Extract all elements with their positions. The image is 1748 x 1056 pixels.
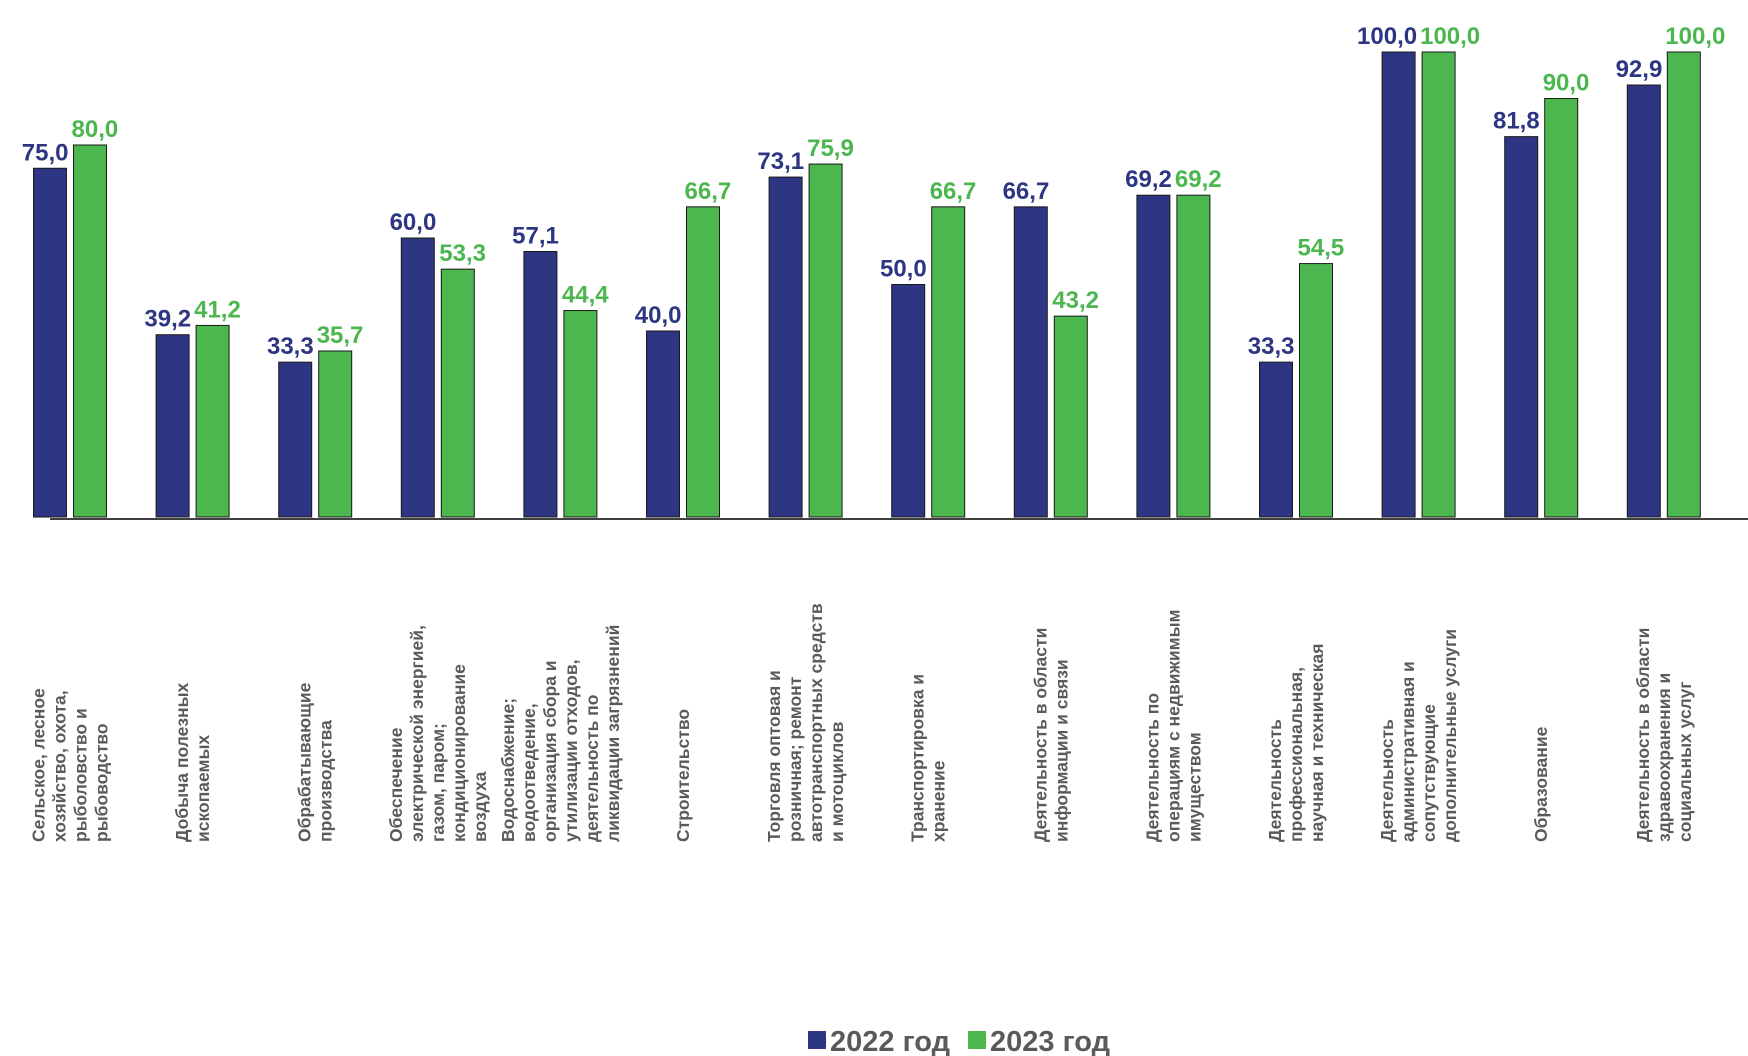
category-label: Образование: [1531, 726, 1551, 842]
value-label: 43,2: [1052, 287, 1099, 314]
bar: [809, 164, 842, 517]
value-label: 50,0: [880, 256, 927, 283]
category-label: Добыча полезныхископаемых: [172, 682, 213, 842]
category-label: Деятельность в областиинформации и связи: [1030, 628, 1071, 842]
value-label: 75,0: [22, 139, 69, 166]
bar: [687, 207, 720, 517]
bar: [892, 285, 925, 518]
bar: [1014, 207, 1047, 517]
category-label: Торговля оптовая ирозничная; ремонтавтот…: [764, 603, 847, 842]
bar: [156, 335, 189, 517]
bar: [74, 145, 107, 517]
bar: [1545, 99, 1578, 518]
legend-swatch: [808, 1031, 826, 1049]
bar: [441, 269, 474, 517]
category-label: Деятельность в областиздравоохранения ис…: [1633, 628, 1695, 842]
legend-swatch: [968, 1031, 986, 1049]
value-label: 40,0: [635, 302, 682, 329]
legend-label: 2023 год: [990, 1026, 1110, 1056]
value-label: 35,7: [317, 322, 364, 349]
value-label: 100,0: [1420, 23, 1480, 50]
value-label: 57,1: [512, 222, 559, 249]
bar: [1667, 52, 1700, 517]
chart: 75,080,0 Сельское, лесноехозяйство, охота…: [0, 0, 1748, 1056]
value-label: 66,7: [930, 178, 977, 205]
value-label: 69,2: [1125, 166, 1172, 193]
value-label: 41,2: [194, 296, 241, 323]
value-label: 92,9: [1616, 56, 1663, 83]
category-label: Транспортировка ихранение: [908, 674, 949, 842]
value-label: 39,2: [144, 306, 191, 333]
value-label: 100,0: [1665, 23, 1725, 50]
category-label: Строительство: [673, 709, 693, 842]
bar: [1137, 195, 1170, 517]
bar: [1054, 316, 1087, 517]
bar: [1505, 137, 1538, 517]
bar: [932, 207, 965, 517]
bar: [769, 177, 802, 517]
category-label: Деятельностьадминистративная исопутствую…: [1377, 629, 1460, 842]
value-label: 66,7: [685, 178, 732, 205]
bar: [1260, 362, 1293, 517]
value-label: 81,8: [1493, 108, 1540, 135]
value-label: 33,3: [1248, 333, 1295, 360]
value-label: 54,5: [1298, 235, 1345, 262]
category-label: Деятельностьпрофессиональная,научная и т…: [1265, 644, 1327, 842]
bar: [1627, 85, 1660, 517]
category-label: Водоснабжение;водоотведение,организация …: [498, 625, 623, 842]
category-label: Сельское, лесноехозяйство, охота,рыболов…: [29, 688, 112, 842]
value-label: 69,2: [1175, 166, 1222, 193]
bar: [1177, 195, 1210, 517]
category-label: Обеспечениеэлектрической энергией,газом,…: [386, 625, 490, 842]
value-label: 60,0: [390, 209, 437, 236]
legend-label: 2022 год: [830, 1026, 950, 1056]
category-label: Деятельность пооперациям с недвижимымиму…: [1142, 610, 1204, 842]
bar: [564, 311, 597, 517]
bar: [319, 351, 352, 517]
bar: [196, 325, 229, 517]
value-label: 75,9: [807, 135, 854, 162]
bar: [647, 331, 680, 517]
value-label: 73,1: [757, 148, 804, 175]
value-label: 90,0: [1543, 70, 1590, 97]
bar: [401, 238, 434, 517]
value-label: 80,0: [72, 116, 119, 143]
value-label: 44,4: [562, 282, 609, 309]
bar: [1382, 52, 1415, 517]
bar: [1300, 264, 1333, 517]
bar: [279, 362, 312, 517]
bar: [524, 251, 557, 517]
value-label: 33,3: [267, 333, 314, 360]
value-label: 66,7: [1003, 178, 1050, 205]
bar: [34, 168, 67, 517]
value-label: 53,3: [439, 240, 486, 267]
value-label: 100,0: [1357, 23, 1417, 50]
bar: [1422, 52, 1455, 517]
category-label: Обрабатывающиепроизводства: [295, 682, 336, 842]
